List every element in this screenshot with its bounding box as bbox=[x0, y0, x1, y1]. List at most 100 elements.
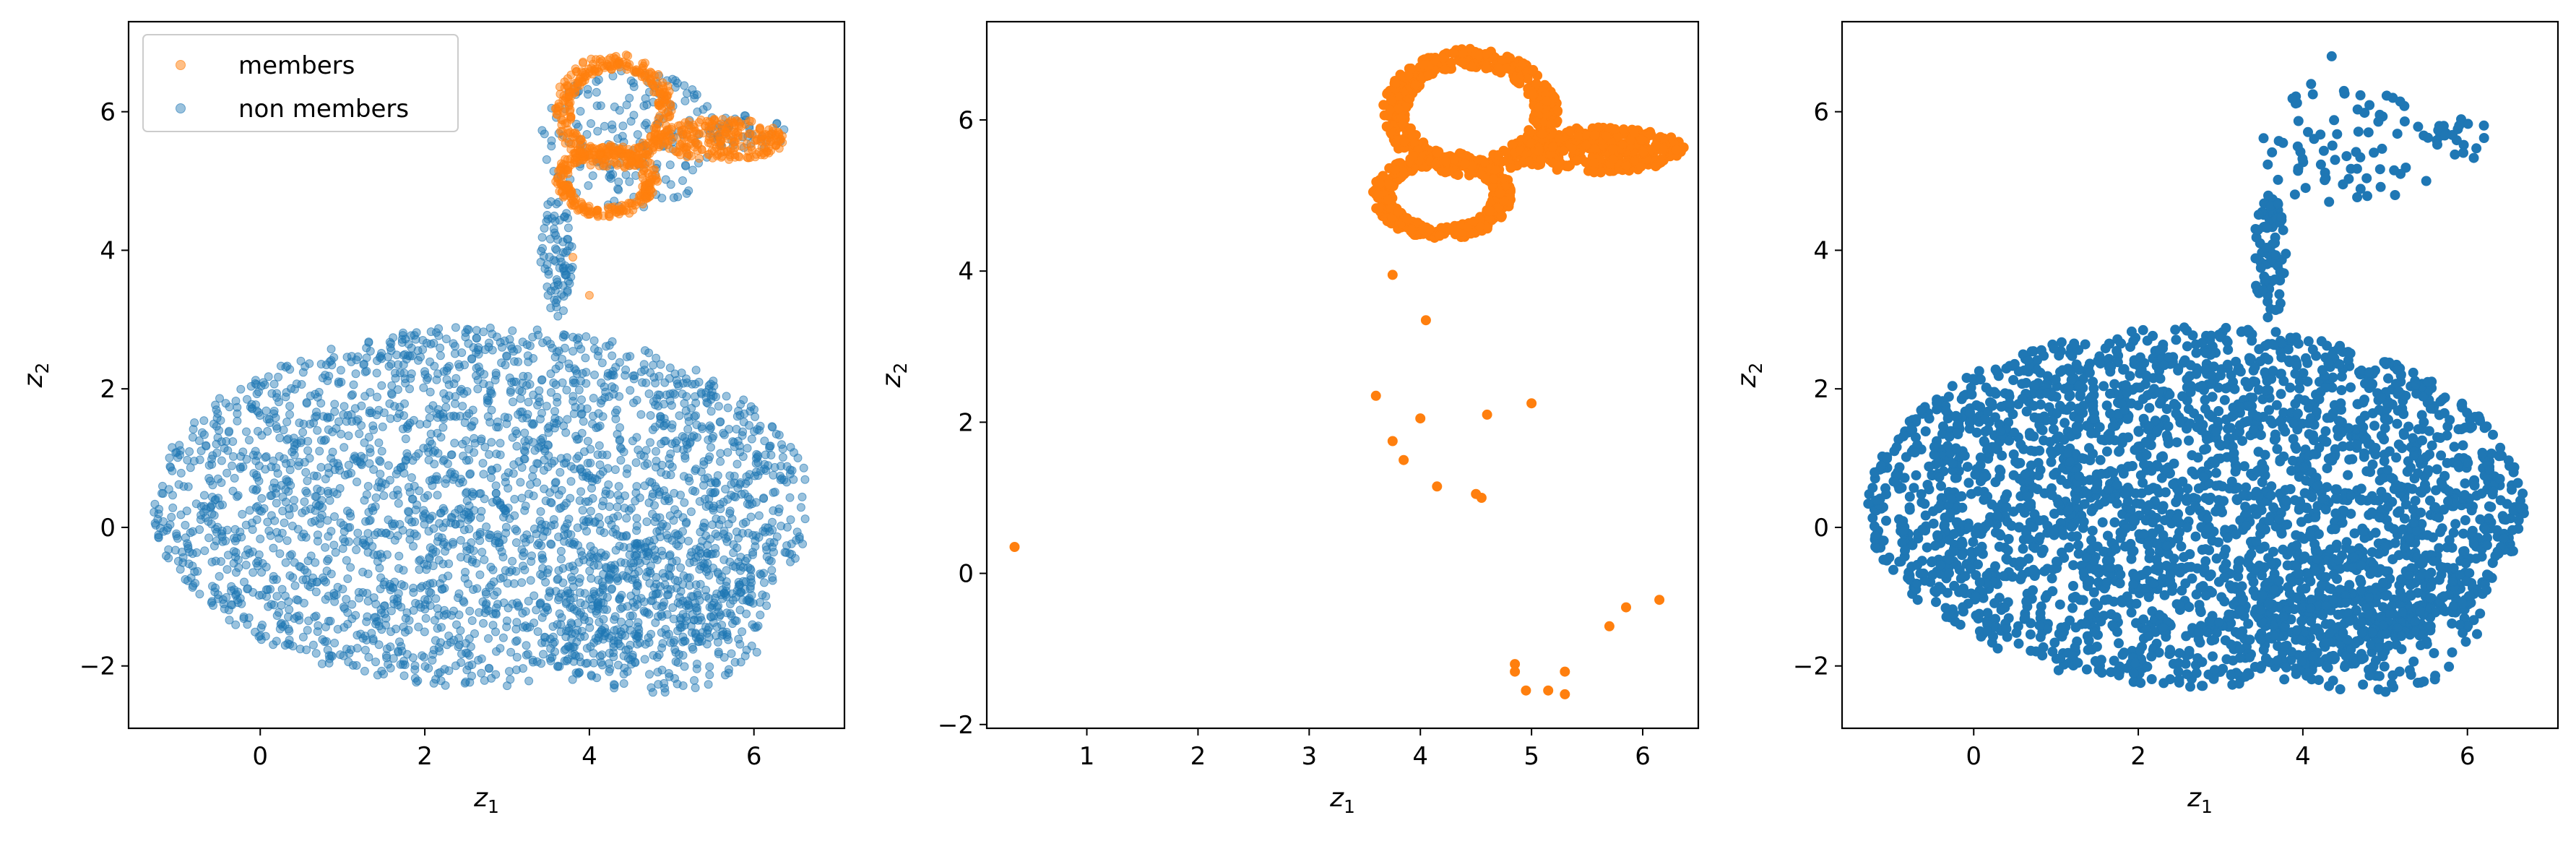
data-point bbox=[675, 411, 684, 420]
data-point bbox=[510, 511, 519, 520]
data-point bbox=[477, 548, 487, 557]
data-point bbox=[641, 118, 651, 128]
data-point bbox=[449, 379, 459, 389]
data-point bbox=[332, 424, 341, 433]
data-point bbox=[556, 620, 566, 629]
data-point bbox=[303, 626, 312, 635]
data-point bbox=[605, 502, 614, 512]
data-point bbox=[247, 400, 256, 409]
data-point bbox=[546, 539, 556, 548]
data-point bbox=[539, 466, 548, 475]
data-point bbox=[692, 420, 701, 429]
data-point bbox=[482, 522, 491, 532]
data-point bbox=[691, 683, 700, 692]
data-point bbox=[674, 381, 683, 391]
data-point bbox=[432, 375, 441, 384]
data-point bbox=[409, 588, 418, 597]
data-point bbox=[500, 413, 509, 422]
data-point bbox=[281, 558, 290, 567]
data-point bbox=[633, 130, 642, 139]
data-point bbox=[578, 368, 587, 378]
data-point bbox=[162, 551, 170, 561]
data-point bbox=[462, 648, 470, 657]
data-point bbox=[204, 474, 214, 483]
data-point bbox=[508, 556, 517, 566]
data-point bbox=[491, 371, 501, 380]
data-point bbox=[405, 507, 413, 517]
data-point bbox=[665, 131, 674, 140]
data-point bbox=[600, 629, 610, 638]
data-point bbox=[235, 462, 245, 472]
data-point bbox=[241, 561, 251, 569]
data-point bbox=[238, 447, 248, 457]
data-point bbox=[313, 530, 322, 540]
data-point bbox=[243, 620, 252, 629]
data-point bbox=[264, 415, 274, 424]
data-point bbox=[759, 578, 769, 587]
data-point bbox=[652, 513, 661, 522]
data-point bbox=[494, 538, 503, 548]
data-point bbox=[644, 348, 654, 358]
data-point bbox=[439, 367, 449, 376]
data-point bbox=[428, 650, 438, 659]
data-point bbox=[257, 506, 266, 516]
data-point bbox=[747, 434, 756, 444]
data-point bbox=[623, 574, 633, 583]
data-point bbox=[542, 155, 551, 164]
data-point bbox=[564, 626, 574, 636]
x-tick-label: 0 bbox=[252, 742, 268, 771]
data-point bbox=[609, 371, 618, 380]
data-point bbox=[583, 90, 592, 99]
data-point bbox=[277, 600, 286, 610]
data-point bbox=[593, 126, 602, 136]
data-point bbox=[762, 601, 771, 611]
data-point bbox=[549, 515, 558, 524]
data-point bbox=[329, 540, 339, 550]
data-point bbox=[233, 416, 242, 426]
data-point bbox=[239, 612, 248, 621]
data-point bbox=[651, 379, 660, 388]
data-point bbox=[401, 434, 410, 444]
data-point bbox=[288, 522, 297, 530]
data-point bbox=[743, 444, 752, 453]
data-point bbox=[790, 553, 800, 563]
data-point bbox=[657, 610, 666, 619]
data-point bbox=[526, 576, 535, 585]
data-point bbox=[207, 597, 217, 606]
data-point bbox=[673, 679, 682, 689]
data-point bbox=[526, 480, 535, 489]
data-point bbox=[1493, 150, 1504, 160]
data-point bbox=[454, 593, 462, 603]
data-point bbox=[438, 574, 447, 583]
data-point bbox=[523, 371, 532, 381]
data-point bbox=[632, 514, 641, 523]
data-point bbox=[275, 608, 283, 617]
data-point bbox=[366, 448, 375, 457]
data-point bbox=[387, 390, 397, 399]
data-point bbox=[467, 671, 476, 681]
data-point bbox=[516, 394, 525, 403]
data-point bbox=[751, 412, 760, 421]
data-point bbox=[231, 397, 241, 405]
data-point bbox=[195, 525, 204, 534]
data-point bbox=[619, 152, 628, 161]
data-point bbox=[760, 130, 769, 139]
data-point bbox=[596, 101, 605, 111]
data-point bbox=[622, 65, 631, 74]
data-point bbox=[357, 401, 366, 410]
data-point bbox=[231, 568, 241, 577]
data-point bbox=[616, 617, 626, 626]
data-point bbox=[745, 470, 754, 479]
data-point bbox=[454, 360, 463, 369]
data-point bbox=[566, 618, 576, 628]
data-point bbox=[377, 354, 386, 363]
data-point bbox=[1541, 96, 1552, 107]
data-point bbox=[369, 593, 379, 603]
data-point bbox=[313, 537, 322, 545]
data-point bbox=[626, 76, 636, 85]
data-point bbox=[491, 610, 501, 619]
data-point bbox=[590, 370, 599, 379]
data-point bbox=[328, 447, 337, 457]
data-point bbox=[474, 362, 483, 371]
